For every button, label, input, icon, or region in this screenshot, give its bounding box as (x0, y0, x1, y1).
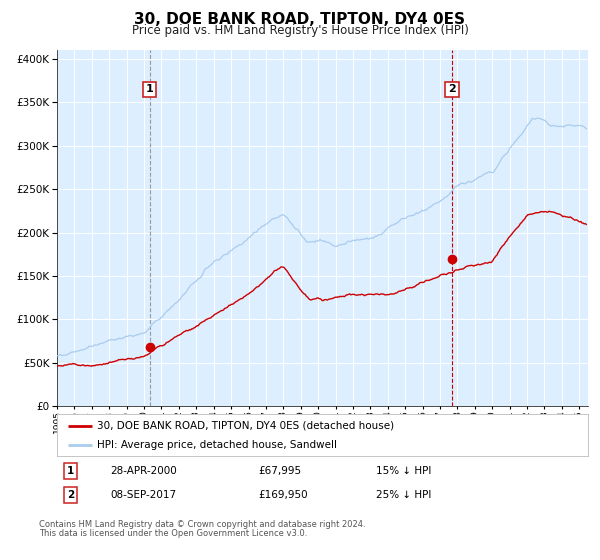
Text: 2: 2 (448, 85, 456, 95)
Text: 28-APR-2000: 28-APR-2000 (110, 466, 177, 476)
Text: 1: 1 (146, 85, 154, 95)
Text: £67,995: £67,995 (259, 466, 302, 476)
Text: £169,950: £169,950 (259, 491, 308, 501)
Text: 2: 2 (67, 491, 74, 501)
Text: Price paid vs. HM Land Registry's House Price Index (HPI): Price paid vs. HM Land Registry's House … (131, 24, 469, 36)
Text: 30, DOE BANK ROAD, TIPTON, DY4 0ES (detached house): 30, DOE BANK ROAD, TIPTON, DY4 0ES (deta… (97, 421, 394, 431)
Text: HPI: Average price, detached house, Sandwell: HPI: Average price, detached house, Sand… (97, 440, 337, 450)
Text: Contains HM Land Registry data © Crown copyright and database right 2024.: Contains HM Land Registry data © Crown c… (39, 520, 365, 529)
Text: 25% ↓ HPI: 25% ↓ HPI (376, 491, 431, 501)
Text: 15% ↓ HPI: 15% ↓ HPI (376, 466, 431, 476)
Text: 30, DOE BANK ROAD, TIPTON, DY4 0ES: 30, DOE BANK ROAD, TIPTON, DY4 0ES (134, 12, 466, 27)
Text: 08-SEP-2017: 08-SEP-2017 (110, 491, 176, 501)
Text: This data is licensed under the Open Government Licence v3.0.: This data is licensed under the Open Gov… (39, 529, 307, 538)
Text: 1: 1 (67, 466, 74, 476)
